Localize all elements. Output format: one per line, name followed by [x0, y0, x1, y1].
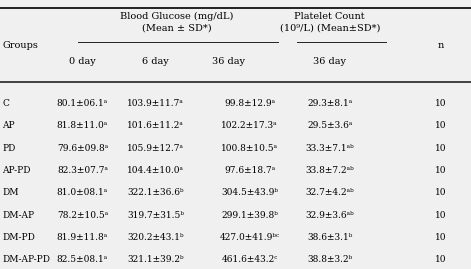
Text: AP: AP — [2, 121, 15, 130]
Text: AP-PD: AP-PD — [2, 166, 31, 175]
Text: 97.6±18.7ᵃ: 97.6±18.7ᵃ — [224, 166, 275, 175]
Text: 10: 10 — [435, 144, 446, 153]
Text: 10: 10 — [435, 99, 446, 108]
Text: 461.6±43.2ᶜ: 461.6±43.2ᶜ — [221, 255, 278, 264]
Text: Blood Glucose (mg/dL)
(Mean ± SD*): Blood Glucose (mg/dL) (Mean ± SD*) — [120, 12, 233, 33]
Text: n: n — [437, 41, 444, 49]
Text: 105.9±12.7ᵃ: 105.9±12.7ᵃ — [127, 144, 184, 153]
Text: 10: 10 — [435, 188, 446, 197]
Text: 81.8±11.0ᵃ: 81.8±11.0ᵃ — [57, 121, 108, 130]
Text: 79.6±09.8ᵃ: 79.6±09.8ᵃ — [57, 144, 108, 153]
Text: 101.6±11.2ᵃ: 101.6±11.2ᵃ — [127, 121, 184, 130]
Text: 29.3±8.1ᵃ: 29.3±8.1ᵃ — [307, 99, 352, 108]
Text: 10: 10 — [435, 166, 446, 175]
Text: 82.3±07.7ᵃ: 82.3±07.7ᵃ — [57, 166, 108, 175]
Text: 319.7±31.5ᵇ: 319.7±31.5ᵇ — [127, 211, 184, 220]
Text: 33.8±7.2ᵃᵇ: 33.8±7.2ᵃᵇ — [305, 166, 354, 175]
Text: 299.1±39.8ᵇ: 299.1±39.8ᵇ — [221, 211, 278, 220]
Text: 100.8±10.5ᵃ: 100.8±10.5ᵃ — [221, 144, 278, 153]
Text: 322.1±36.6ᵇ: 322.1±36.6ᵇ — [127, 188, 184, 197]
Text: 10: 10 — [435, 211, 446, 220]
Text: 304.5±43.9ᵇ: 304.5±43.9ᵇ — [221, 188, 278, 197]
Text: C: C — [2, 99, 9, 108]
Text: 102.2±17.3ᵃ: 102.2±17.3ᵃ — [221, 121, 278, 130]
Text: 78.2±10.5ᵃ: 78.2±10.5ᵃ — [57, 211, 108, 220]
Text: 29.5±3.6ᵃ: 29.5±3.6ᵃ — [307, 121, 352, 130]
Text: DM-AP: DM-AP — [2, 211, 34, 220]
Text: Platelet Count
(10⁹/L) (Mean±SD*): Platelet Count (10⁹/L) (Mean±SD*) — [279, 12, 380, 33]
Text: 38.8±3.2ᵇ: 38.8±3.2ᵇ — [307, 255, 352, 264]
Text: 36 day: 36 day — [313, 57, 346, 66]
Text: 82.5±08.1ᵃ: 82.5±08.1ᵃ — [57, 255, 108, 264]
Text: 36 day: 36 day — [212, 57, 245, 66]
Text: Groups: Groups — [2, 41, 38, 49]
Text: 10: 10 — [435, 121, 446, 130]
Text: 32.7±4.2ᵃᵇ: 32.7±4.2ᵃᵇ — [305, 188, 354, 197]
Text: 0 day: 0 day — [69, 57, 96, 66]
Text: DM-AP-PD: DM-AP-PD — [2, 255, 50, 264]
Text: 99.8±12.9ᵃ: 99.8±12.9ᵃ — [224, 99, 275, 108]
Text: 10: 10 — [435, 255, 446, 264]
Text: 33.3±7.1ᵃᵇ: 33.3±7.1ᵃᵇ — [305, 144, 354, 153]
Text: 32.9±3.6ᵃᵇ: 32.9±3.6ᵃᵇ — [305, 211, 354, 220]
Text: 81.0±08.1ᵃ: 81.0±08.1ᵃ — [57, 188, 108, 197]
Text: 103.9±11.7ᵃ: 103.9±11.7ᵃ — [127, 99, 184, 108]
Text: 321.1±39.2ᵇ: 321.1±39.2ᵇ — [127, 255, 184, 264]
Text: 38.6±3.1ᵇ: 38.6±3.1ᵇ — [307, 233, 352, 242]
Text: 6 day: 6 day — [142, 57, 169, 66]
Text: 10: 10 — [435, 233, 446, 242]
Text: DM: DM — [2, 188, 19, 197]
Text: 80.1±06.1ᵃ: 80.1±06.1ᵃ — [57, 99, 108, 108]
Text: 427.0±41.9ᵇᶜ: 427.0±41.9ᵇᶜ — [219, 233, 280, 242]
Text: PD: PD — [2, 144, 16, 153]
Text: 320.2±43.1ᵇ: 320.2±43.1ᵇ — [127, 233, 184, 242]
Text: 81.9±11.8ᵃ: 81.9±11.8ᵃ — [57, 233, 108, 242]
Text: DM-PD: DM-PD — [2, 233, 35, 242]
Text: 104.4±10.0ᵃ: 104.4±10.0ᵃ — [127, 166, 184, 175]
